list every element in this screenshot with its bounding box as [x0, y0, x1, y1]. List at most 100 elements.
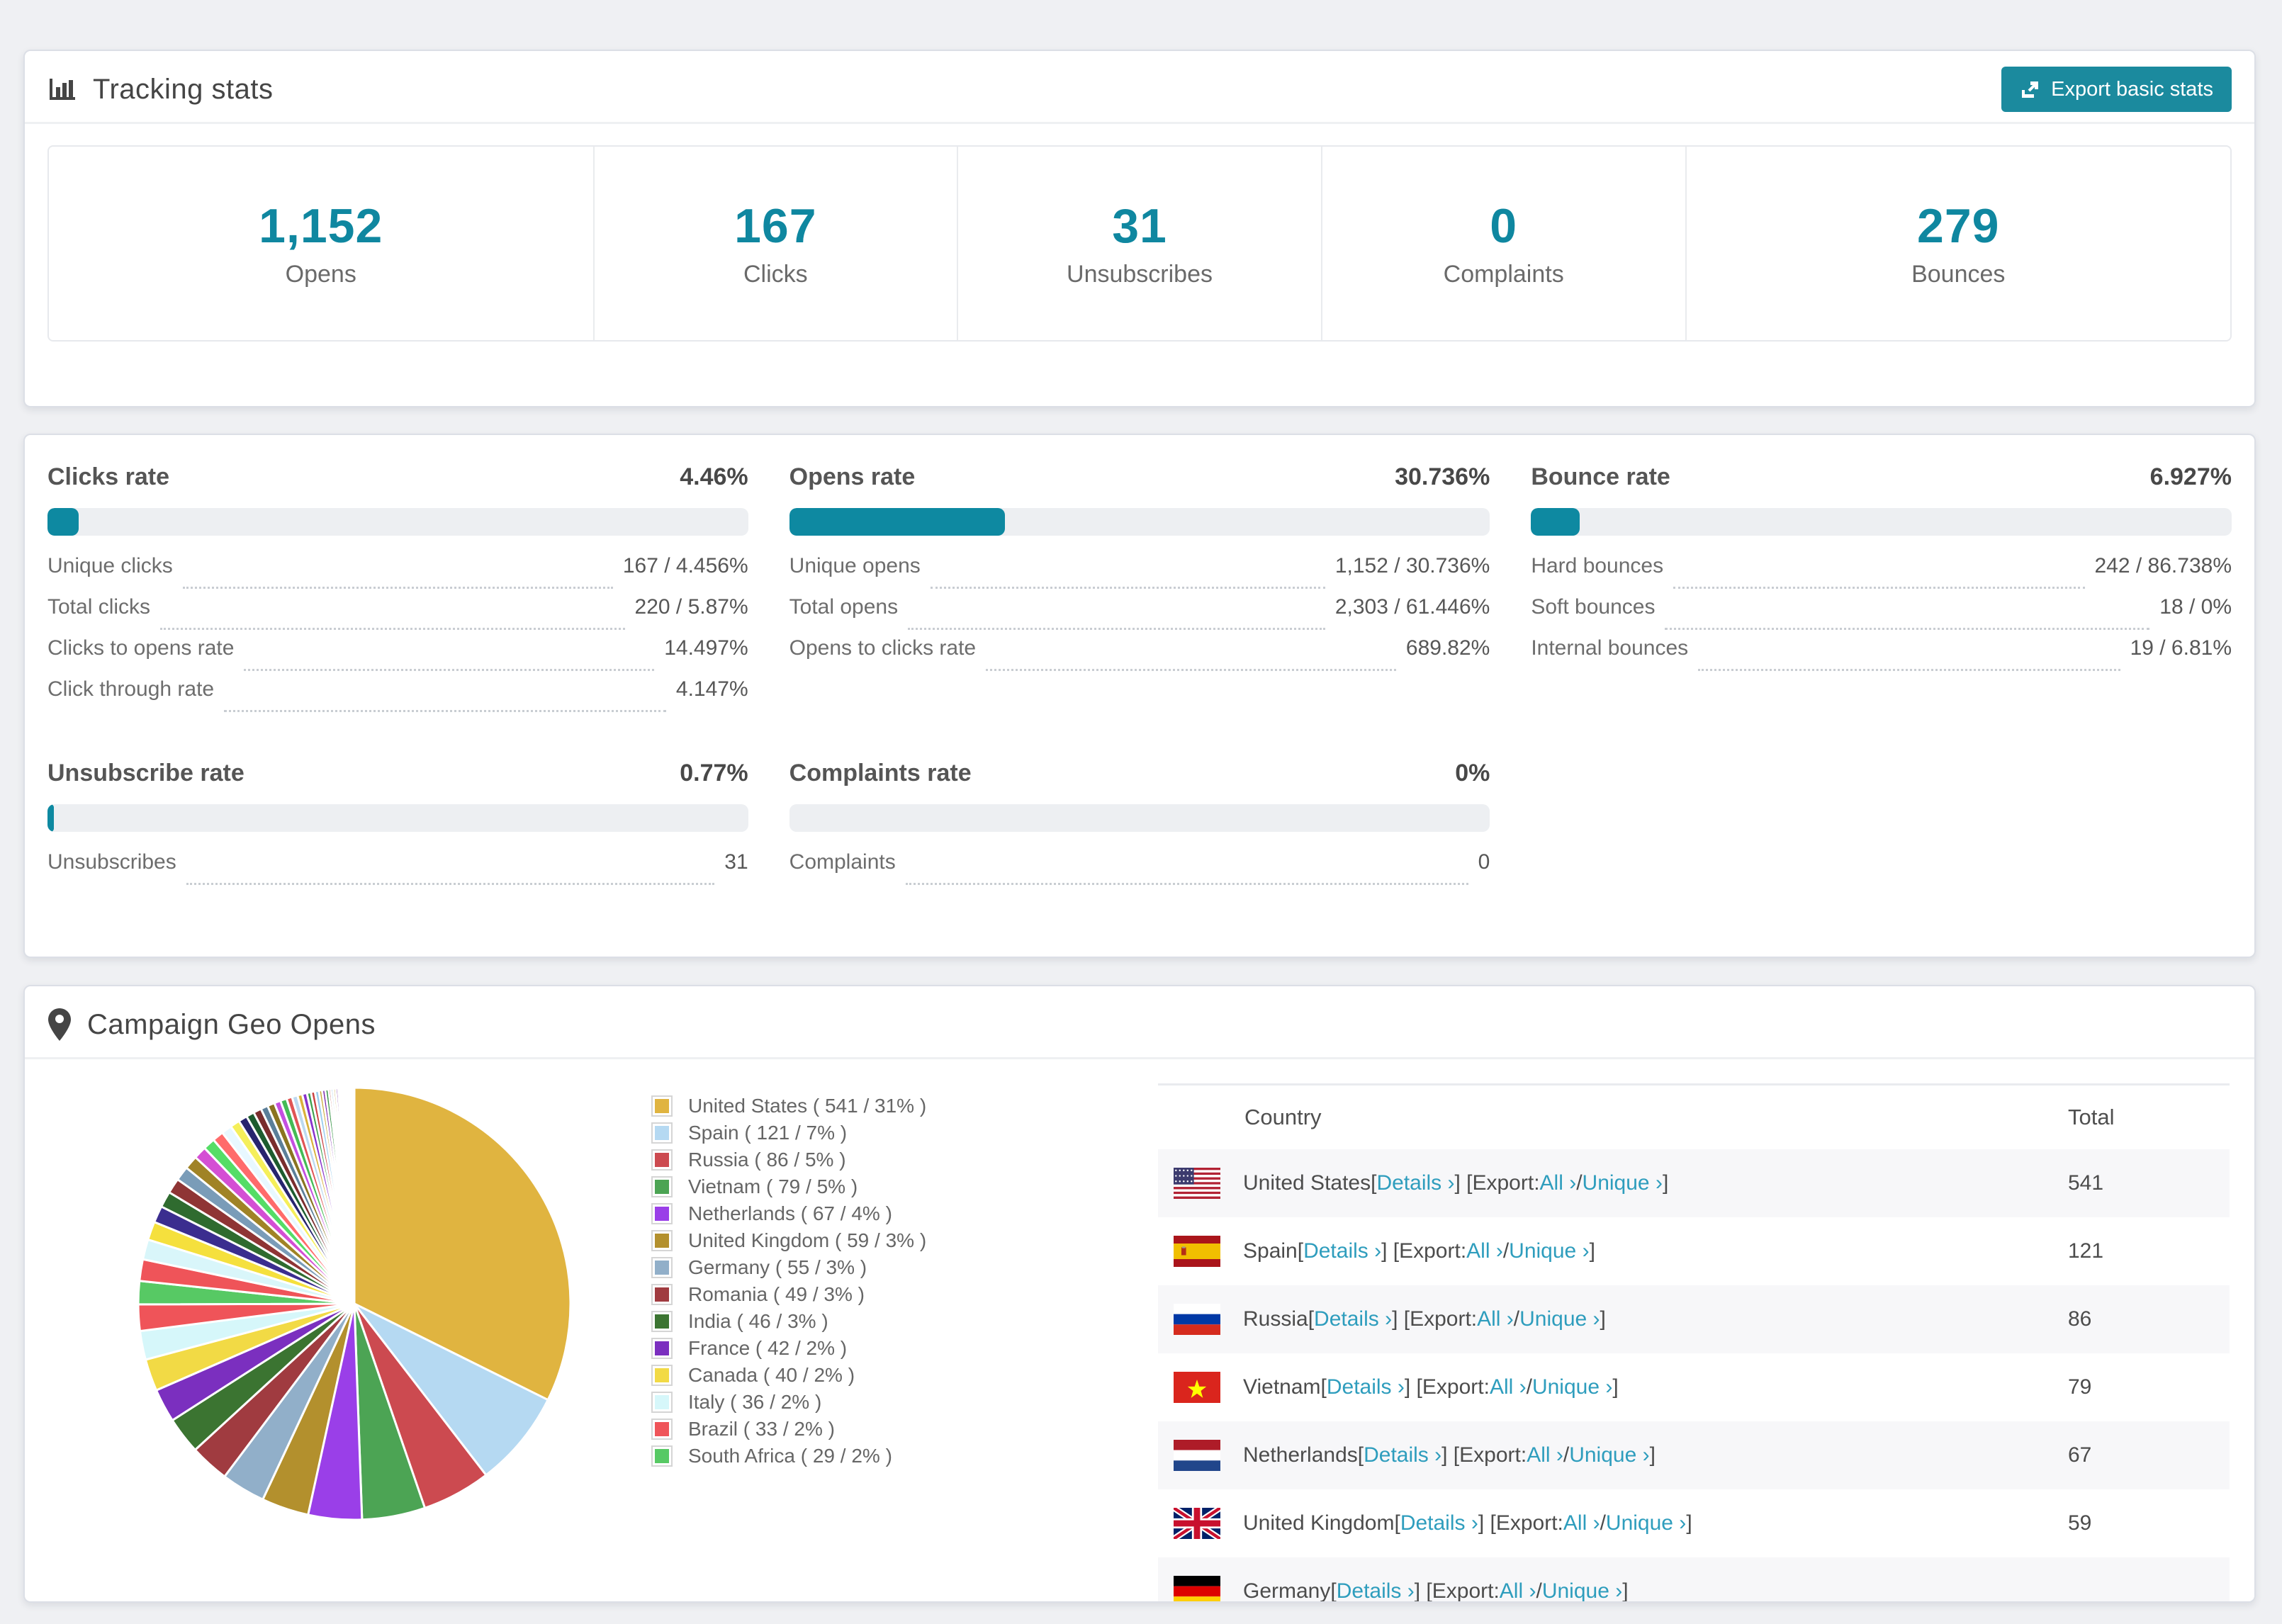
bracket: [	[1394, 1511, 1400, 1535]
rate-progress-fill	[789, 508, 1005, 536]
legend-swatch-color	[655, 1153, 669, 1167]
rate-detail-label: Complaints	[789, 850, 896, 874]
export-prefix: ] [Export:	[1404, 1375, 1490, 1399]
export-all-link[interactable]: All ›	[1527, 1443, 1563, 1467]
export-all-link[interactable]: All ›	[1563, 1511, 1600, 1535]
rate-section-head: Complaints rate 0%	[789, 760, 1490, 787]
export-all-link[interactable]: All ›	[1477, 1307, 1514, 1331]
legend-label: Germany ( 55 / 3% )	[688, 1256, 867, 1278]
rate-section-unsubscribe-rate: Unsubscribe rate 0.77% Unsubscribes 31	[47, 760, 748, 891]
rate-detail-label: Unsubscribes	[47, 850, 176, 874]
stat-cell-unsubscribes: 31 Unsubscribes	[958, 147, 1322, 340]
pie-slice-united-states[interactable]	[353, 1086, 572, 1402]
legend-swatch	[651, 1203, 673, 1224]
stat-label: Unsubscribes	[1067, 261, 1213, 288]
link-separator: /	[1576, 1171, 1583, 1195]
legend-swatch-color	[655, 1234, 669, 1248]
campaign-geo-opens-card: Campaign Geo Opens United States ( 541 /…	[23, 985, 2256, 1603]
country-cell: Russia [Details ›] [Export: All › / Uniq…	[1158, 1304, 2068, 1335]
export-unique-link[interactable]: Unique ›	[1569, 1443, 1650, 1467]
rate-percent: 0.77%	[680, 760, 748, 786]
legend-label: South Africa ( 29 / 2% )	[688, 1445, 892, 1467]
legend-label: Italy ( 36 / 2% )	[688, 1391, 822, 1413]
country-name: Netherlands	[1243, 1443, 1358, 1467]
legend-swatch	[651, 1419, 673, 1440]
us-flag-icon	[1174, 1168, 1220, 1199]
export-basic-stats-button[interactable]: Export basic stats	[2001, 67, 2232, 112]
rate-detail-label: Total clicks	[47, 595, 151, 619]
export-all-link[interactable]: All ›	[1489, 1375, 1527, 1399]
export-unique-link[interactable]: Unique ›	[1531, 1375, 1613, 1399]
stat-value: 31	[1112, 199, 1167, 253]
rate-detail-rows: Unique clicks 167 / 4.456% Total clicks 220…	[47, 554, 748, 718]
rate-progress-bar	[789, 804, 1490, 832]
bracket-close: ]	[1622, 1579, 1629, 1603]
details-link[interactable]: Details ›	[1326, 1375, 1405, 1399]
export-unique-link[interactable]: Unique ›	[1519, 1307, 1600, 1331]
rates-card: Clicks rate 4.46% Unique clicks 167 / 4.456…	[23, 434, 2256, 958]
details-link[interactable]: Details ›	[1336, 1579, 1415, 1603]
rate-progress-fill	[1531, 508, 1580, 536]
legend-swatch-color	[655, 1449, 669, 1463]
rate-section-head: Opens rate 30.736%	[789, 463, 1490, 491]
stat-label: Opens	[285, 261, 356, 288]
table-row-us: United States [Details ›] [Export: All ›…	[1158, 1149, 2230, 1217]
country-cell: Vietnam [Details ›] [Export: All › / Uni…	[1158, 1372, 2068, 1403]
rate-detail-value: 167 / 4.456%	[622, 554, 748, 577]
export-all-link[interactable]: All ›	[1499, 1579, 1536, 1603]
rate-progress-bar	[789, 508, 1490, 536]
header-divider	[25, 122, 2254, 124]
rate-detail-label: Hard bounces	[1531, 554, 1664, 577]
table-row-nl: Netherlands [Details ›] [Export: All › /…	[1158, 1421, 2230, 1489]
geo-opens-pie-chart	[136, 1086, 573, 1522]
export-unique-link[interactable]: Unique ›	[1541, 1579, 1623, 1603]
stat-value: 1,152	[259, 199, 383, 253]
total-cell: 121	[2068, 1239, 2104, 1263]
export-unique-link[interactable]: Unique ›	[1605, 1511, 1687, 1535]
legend-label: United States ( 541 / 31% )	[688, 1095, 927, 1117]
stat-value: 0	[1490, 199, 1518, 253]
country-cell: United States [Details ›] [Export: All ›…	[1158, 1168, 2068, 1199]
export-unique-link[interactable]: Unique ›	[1509, 1239, 1590, 1263]
country-name: United Kingdom	[1243, 1511, 1395, 1535]
legend-label: India ( 46 / 3% )	[688, 1310, 828, 1332]
rate-detail-rows: Complaints 0	[789, 850, 1490, 891]
rate-progress-bar	[47, 804, 748, 832]
pie-legend: United States ( 541 / 31% ) Spain ( 121 /…	[651, 1093, 926, 1470]
gb-flag-icon	[1174, 1508, 1220, 1539]
details-link[interactable]: Details ›	[1303, 1239, 1382, 1263]
legend-swatch	[651, 1284, 673, 1305]
table-row-gb: United Kingdom [Details ›] [Export: All …	[1158, 1489, 2230, 1557]
export-all-link[interactable]: All ›	[1539, 1171, 1577, 1195]
rate-detail-row: Total clicks 220 / 5.87%	[47, 595, 748, 636]
details-link[interactable]: Details ›	[1376, 1171, 1455, 1195]
details-link[interactable]: Details ›	[1400, 1511, 1478, 1535]
details-link[interactable]: Details ›	[1314, 1307, 1393, 1331]
legend-item: Brazil ( 33 / 2% )	[651, 1416, 926, 1443]
dotted-leader	[182, 587, 613, 589]
export-all-link[interactable]: All ›	[1466, 1239, 1503, 1263]
ru-flag-icon	[1174, 1304, 1220, 1335]
total-cell: 79	[2068, 1375, 2092, 1399]
legend-item: Netherlands ( 67 / 4% )	[651, 1200, 926, 1227]
bracket: [	[1357, 1443, 1364, 1467]
rate-detail-row: Opens to clicks rate 689.82%	[789, 636, 1490, 677]
bracket: [	[1371, 1171, 1377, 1195]
legend-swatch	[651, 1257, 673, 1278]
table-row-ru: Russia [Details ›] [Export: All › / Uniq…	[1158, 1285, 2230, 1353]
legend-swatch-color	[655, 1314, 669, 1329]
country-name: Russia	[1243, 1307, 1308, 1331]
export-unique-link[interactable]: Unique ›	[1582, 1171, 1663, 1195]
rate-detail-value: 1,152 / 30.736%	[1334, 554, 1490, 577]
stat-label: Complaints	[1443, 261, 1564, 288]
details-link[interactable]: Details ›	[1364, 1443, 1442, 1467]
legend-swatch-color	[655, 1180, 669, 1194]
pie-slice-spain[interactable]	[353, 1302, 550, 1477]
total-cell: 541	[2068, 1171, 2104, 1195]
rate-detail-value: 4.147%	[675, 677, 748, 701]
rate-title: Complaints rate	[789, 760, 972, 786]
rate-detail-row: Total opens 2,303 / 61.446%	[789, 595, 1490, 636]
geo-header: Campaign Geo Opens	[25, 992, 2254, 1057]
rate-detail-rows: Unique opens 1,152 / 30.736% Total opens 2,…	[789, 554, 1490, 677]
